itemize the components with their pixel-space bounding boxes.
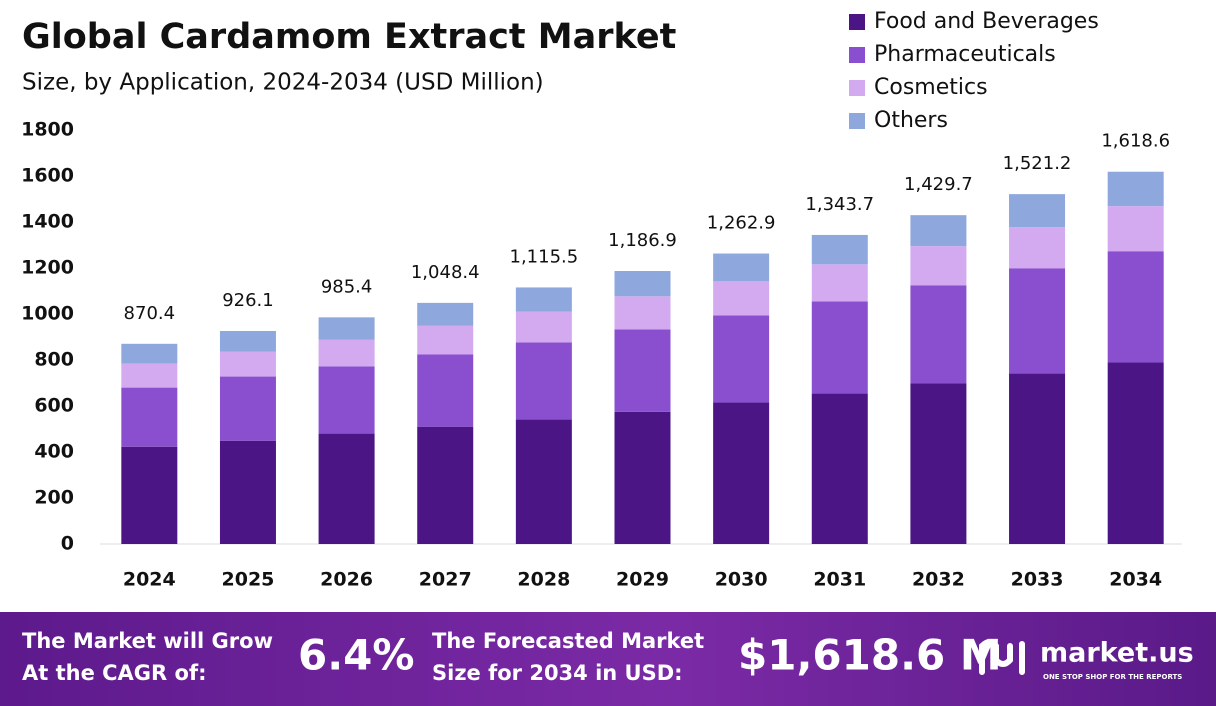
total-label: 1,262.9 <box>707 213 776 234</box>
bar-segment <box>318 317 375 340</box>
bar-segment <box>811 393 868 544</box>
legend-swatch <box>849 47 865 63</box>
total-label: 926.1 <box>222 290 274 311</box>
cagr-value: 6.4% <box>298 631 414 680</box>
bar-segment <box>1107 171 1164 207</box>
chart-subtitle: Size, by Application, 2024-2034 (USD Mil… <box>22 70 544 96</box>
bar-segment <box>219 351 276 377</box>
bar-segment <box>713 281 770 316</box>
bar-segment <box>417 354 474 427</box>
bar-segment <box>614 271 671 297</box>
bar-segment <box>1107 251 1164 363</box>
bar-segment <box>614 329 671 412</box>
forecast-label: Size for 2034 in USD: <box>432 661 683 685</box>
bar-segment <box>713 253 770 282</box>
bar-segment <box>121 343 178 364</box>
y-tick-label: 200 <box>34 487 74 509</box>
legend-swatch <box>849 80 865 96</box>
bar-segment <box>1107 362 1164 544</box>
bar-segment <box>515 419 572 544</box>
x-tick-label: 2027 <box>419 569 472 591</box>
bar-segment <box>910 215 967 247</box>
total-label: 1,618.6 <box>1101 131 1170 152</box>
bar-segment <box>515 287 572 312</box>
y-tick-label: 400 <box>34 441 74 463</box>
legend-swatch <box>849 14 865 30</box>
y-tick-label: 1800 <box>21 119 74 141</box>
bar-segment <box>219 330 276 352</box>
brand-name: market.us <box>1040 638 1194 669</box>
bar-segment <box>417 426 474 544</box>
total-label: 1,115.5 <box>510 246 579 267</box>
total-label: 985.4 <box>321 276 373 297</box>
bar-segment <box>219 440 276 544</box>
total-label: 1,186.9 <box>608 230 677 251</box>
bar-segment <box>121 363 178 388</box>
legend-label: Cosmetics <box>874 75 988 100</box>
bar-segment <box>1009 373 1066 544</box>
bar-segment <box>910 383 967 544</box>
forecast-value: $1,618.6 M <box>738 631 1002 680</box>
x-tick-label: 2032 <box>912 569 965 591</box>
x-tick-label: 2031 <box>813 569 866 591</box>
bar-segment <box>811 301 868 394</box>
y-tick-label: 1000 <box>21 303 74 325</box>
y-tick-label: 1600 <box>21 165 74 187</box>
bar-segment <box>811 234 868 265</box>
bar-segment <box>121 387 178 447</box>
footer-banner <box>0 612 1216 706</box>
bar-segment <box>614 296 671 330</box>
cagr-label: The Market will Grow <box>22 629 273 653</box>
brand-tagline: ONE STOP SHOP FOR THE REPORTS <box>1043 673 1182 681</box>
total-label: 1,429.7 <box>904 174 973 195</box>
y-tick-label: 0 <box>61 533 74 555</box>
bar-segment <box>1009 268 1066 374</box>
x-tick-label: 2033 <box>1011 569 1064 591</box>
x-tick-label: 2029 <box>616 569 669 591</box>
legend-swatch <box>849 113 865 129</box>
x-tick-label: 2030 <box>715 569 768 591</box>
forecast-label: The Forecasted Market <box>432 629 704 653</box>
bar-segment <box>713 315 770 403</box>
x-tick-label: 2028 <box>517 569 570 591</box>
bar-segment <box>910 285 967 384</box>
bar-segment <box>1009 194 1066 228</box>
y-tick-label: 1400 <box>21 211 74 233</box>
bar-segment <box>515 342 572 420</box>
bar-segment <box>811 264 868 302</box>
bar-segment <box>910 246 967 286</box>
total-label: 870.4 <box>124 303 176 324</box>
bar-segment <box>713 402 770 544</box>
legend-label: Pharmaceuticals <box>874 42 1056 67</box>
bar-segment <box>1009 227 1066 269</box>
total-label: 1,343.7 <box>805 194 874 215</box>
total-label: 1,048.4 <box>411 262 480 283</box>
chart-title: Global Cardamom Extract Market <box>22 17 676 57</box>
x-tick-label: 2026 <box>320 569 373 591</box>
y-tick-label: 1200 <box>21 257 74 279</box>
cagr-label: At the CAGR of: <box>22 661 207 685</box>
legend-label: Others <box>874 108 948 133</box>
bar-segment <box>318 366 375 434</box>
legend-label: Food and Beverages <box>874 9 1099 34</box>
bar-segment <box>219 376 276 441</box>
bar-segment <box>417 325 474 355</box>
x-tick-label: 2034 <box>1109 569 1162 591</box>
bar-segment <box>417 302 474 326</box>
x-tick-label: 2024 <box>123 569 176 591</box>
bar-segment <box>121 446 178 544</box>
bar-segment <box>318 433 375 544</box>
bar-segment <box>515 311 572 343</box>
y-tick-label: 600 <box>34 395 74 417</box>
bar-segment <box>318 339 375 367</box>
brand-logo <box>979 639 1025 675</box>
total-label: 1,521.2 <box>1003 153 1072 174</box>
bar-segment <box>1107 206 1164 252</box>
y-tick-label: 800 <box>34 349 74 371</box>
x-tick-label: 2025 <box>222 569 275 591</box>
bar-segment <box>614 411 671 544</box>
